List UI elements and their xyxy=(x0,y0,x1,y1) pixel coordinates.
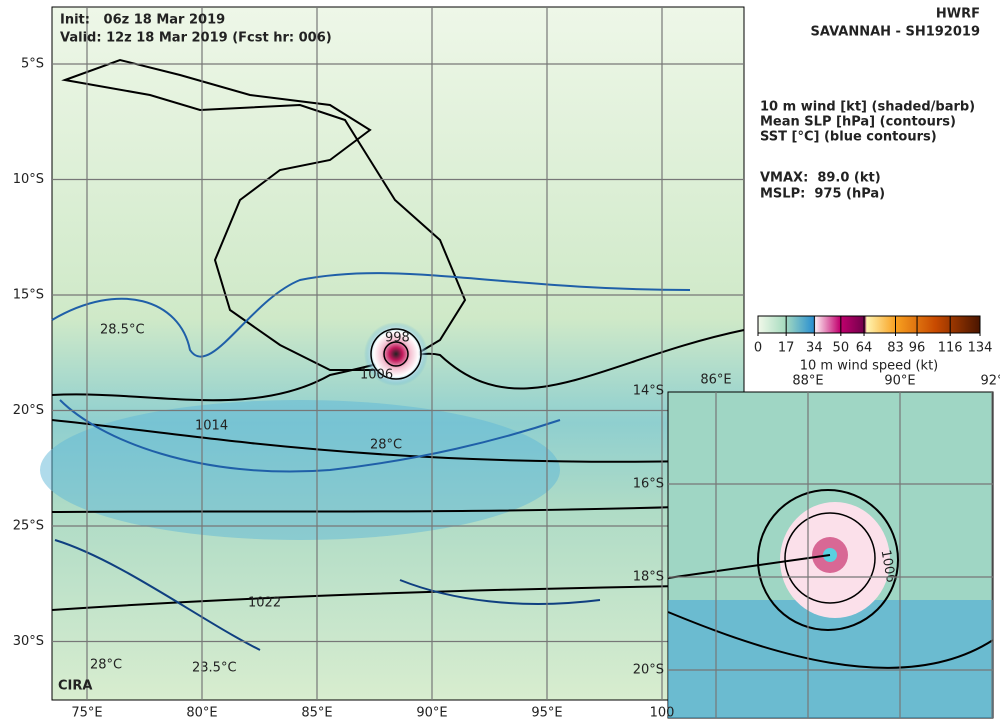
valid-time: Valid: 12z 18 Mar 2019 (Fcst hr: 006) xyxy=(60,31,332,46)
lat-label: 25°S xyxy=(13,519,44,534)
lat-label: 15°S xyxy=(13,288,44,303)
wind-shading xyxy=(40,400,560,540)
logo: CIRA xyxy=(58,679,92,694)
isobar xyxy=(383,341,409,367)
colorbar-tick-label: 50 xyxy=(833,341,850,356)
legend-line: 10 m wind [kt] (shaded/barb) xyxy=(760,100,975,115)
lat-label: 30°S xyxy=(13,634,44,649)
contour-label: 23.5°C xyxy=(192,661,237,676)
isobar xyxy=(51,584,745,611)
model: HWRF xyxy=(936,7,980,22)
sst-contour xyxy=(54,539,601,651)
lat-label: 14°S xyxy=(633,384,664,399)
lat-label: 18°S xyxy=(633,570,664,585)
isobar xyxy=(784,512,876,604)
colorbar-tick-label: 17 xyxy=(778,341,795,356)
colorbar-tick-label: 134 xyxy=(968,341,993,356)
contour-label: 1006 xyxy=(360,368,393,383)
isobar xyxy=(757,489,899,631)
main-map: 1014 1022 1006 998 28.5°C 28°C 28°C 23.5… xyxy=(40,6,745,701)
lon-label: 80°E xyxy=(186,706,217,721)
contour-label: 28.5°C xyxy=(100,323,145,338)
lon-label: 90°E xyxy=(416,706,447,721)
sst-contour xyxy=(51,272,691,473)
lat-label: 10°S xyxy=(13,172,44,187)
legend-line: SST [°C] (blue contours) xyxy=(760,130,937,145)
colorbar-tick-label: 96 xyxy=(909,341,926,356)
lon-label: 90°E xyxy=(884,374,915,389)
vmax: VMAX: 89.0 (kt) xyxy=(760,171,881,186)
storm-core xyxy=(364,322,428,386)
contour-label: 28°C xyxy=(370,438,402,453)
lat-label: 5°S xyxy=(21,57,44,72)
colorbar-tick-label: 64 xyxy=(856,341,873,356)
contour-label: 28°C xyxy=(90,658,122,673)
lon-label: 85°E xyxy=(301,706,332,721)
storm-name: SAVANNAH - SH192019 xyxy=(811,25,980,40)
lat-label: 20°S xyxy=(633,663,664,678)
lon-label: 86°E xyxy=(700,373,731,388)
colorbar-tick-label: 0 xyxy=(754,341,762,356)
lon-label: 95°E xyxy=(531,706,562,721)
lat-label: 20°S xyxy=(13,403,44,418)
colorbar-label: 10 m wind speed (kt) xyxy=(800,359,939,374)
lat-label: 16°S xyxy=(633,477,664,492)
colorbar-tick-label: 34 xyxy=(806,341,823,356)
colorbar xyxy=(757,315,981,334)
contour-label: 1014 xyxy=(195,419,228,434)
colorbar-tick-label: 116 xyxy=(938,341,963,356)
isobar xyxy=(667,611,994,669)
contour-label: 998 xyxy=(385,331,410,346)
isobar xyxy=(370,328,422,380)
isobar xyxy=(667,554,831,579)
wind-shading xyxy=(668,600,993,718)
inset-map: 1006 xyxy=(667,391,994,719)
lon-label: 88°E xyxy=(792,374,823,389)
isobar xyxy=(51,504,745,513)
colorbar-tick-label: 83 xyxy=(887,341,904,356)
contour-label: 1006 xyxy=(878,549,899,584)
mslp: MSLP: 975 (hPa) xyxy=(760,187,885,202)
lon-label: 92° xyxy=(980,374,1000,389)
contour-label: 1022 xyxy=(248,596,281,611)
lon-label: 75°E xyxy=(71,706,102,721)
legend-line: Mean SLP [hPa] (contours) xyxy=(760,115,956,130)
lon-label: 100 xyxy=(650,706,675,721)
init-time: Init: 06z 18 Mar 2019 xyxy=(60,13,225,28)
